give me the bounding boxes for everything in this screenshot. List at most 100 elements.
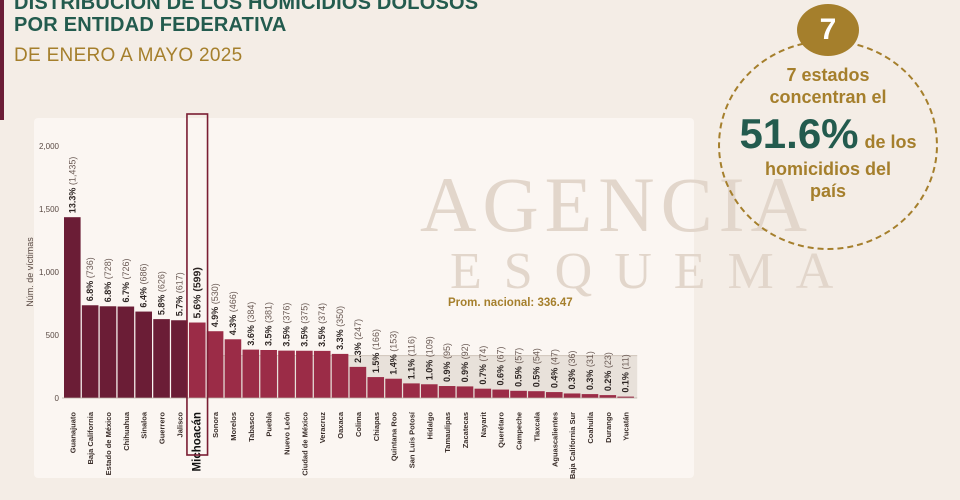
bar [153,319,170,398]
bar [331,353,349,398]
category-label: Querétaro [497,412,506,448]
bar [64,217,81,398]
bar [510,390,527,398]
bar-value-label: 5.7% (617) [174,272,184,316]
bar [99,306,117,398]
bar [313,350,331,398]
chart-panel [34,118,694,478]
category-label: Sinaloa [140,411,149,439]
bar-value-label: 13.3% (1,435) [67,157,77,214]
bar-value-label: 4.9% (530) [210,283,220,327]
bar-value-label: 0.9% (95) [442,343,452,382]
bar-value-label: 2.3% (247) [353,319,363,363]
bar-value-label: 1.4% (153) [389,331,399,375]
callout-text: 7 estados concentran el 51.6% de los hom… [718,64,938,202]
bar-value-label: 0.3% (36) [567,350,577,389]
category-label: Durango [604,412,613,443]
category-label: Tamaulipas [443,412,452,453]
bar-value-label: 3.5% (375) [299,303,309,347]
callout-big-percent: 51.6% [739,110,859,157]
bar [456,386,474,398]
bar-value-label: 0.5% (54) [531,348,541,387]
bar-value-label: 3.3% (350) [335,306,345,350]
bar-value-label: 0.6% (67) [496,347,506,386]
bar-value-label: 5.6% (599) [191,267,203,318]
bar [135,311,152,398]
bar [599,395,617,398]
number-badge: 7 [797,4,859,56]
bar-value-label: 1.0% (109) [424,336,434,380]
highlight-frame [186,113,209,456]
category-label: Guanajuato [68,412,77,454]
category-label: Aguascalientes [550,412,559,467]
left-accent-bar [0,0,4,120]
bar-value-label: 0.7% (74) [478,346,488,385]
page-subtitle: DE ENERO A MAYO 2025 [14,45,243,66]
bar [385,378,402,398]
page-title: DISTRIBUCIÓN DE LOS HOMICIDIOS DOLOSOS P… [14,0,478,36]
bar-value-label: 3.5% (374) [317,303,327,347]
category-label: Hidalgo [425,412,434,440]
bar-value-label: 0.2% (23) [603,352,613,391]
category-label: Tabasco [247,412,256,442]
category-label: Veracruz [318,412,327,444]
callout-after-big: de los [864,132,917,152]
category-label: Estado de México [104,412,113,476]
category-label: Oaxaca [336,411,345,439]
bar [171,320,188,398]
y-tick-label: 2,000 [39,142,60,151]
bar [528,391,545,398]
bar-value-label: 6.7% (726) [121,258,131,302]
bar-value-label: 0.3% (31) [585,351,595,390]
bar [224,339,242,398]
category-label: Chiapas [372,412,381,441]
bar-value-label: 1.5% (166) [371,329,381,373]
callout-line-4: homicidios del [764,159,892,179]
bar [421,384,438,398]
callout-line-2: concentran el [769,87,887,107]
bar [492,389,509,398]
callout-line-5: país [809,181,847,201]
bar-value-label: 0.5% (57) [514,348,524,387]
bar [296,350,313,398]
y-tick-label: 500 [46,331,60,340]
category-label: San Luis Potosí [407,411,416,468]
bar [617,396,634,398]
callout-big-row: 51.6% de los [718,112,938,156]
bar [278,350,295,398]
bar-chart: 0 500 1,000 1,500 2,000 Núm. de víctimas Prom.… [25,113,638,479]
callout-line-1: 7 estados [786,65,870,85]
category-label: Puebla [265,411,274,436]
category-label: Nayarit [479,412,488,438]
category-label: Nuevo León [283,412,292,455]
bar-value-label: 4.3% (466) [228,291,238,335]
bar [367,377,385,398]
bar-value-label: 6.8% (736) [85,257,95,301]
bar [81,305,99,398]
bar [474,388,492,398]
bar [242,349,260,398]
bar [403,383,420,398]
bar-value-label: 6.8% (728) [103,258,113,302]
bar [349,366,367,398]
title-line-1: DISTRIBUCIÓN DE LOS HOMICIDIOS DOLOSOS [14,0,479,14]
category-label: Jalisco [175,412,184,438]
bar-value-label: 3.5% (376) [282,303,292,347]
average-label: Prom. nacional: 336.47 [448,297,573,309]
title-line-2: POR ENTIDAD FEDERATIVA [14,14,287,36]
bar-value-label: 0.1% (11) [621,354,631,392]
y-tick-label: 1,000 [39,268,60,277]
y-tick-label: 0 [55,394,60,403]
bar [188,322,206,398]
category-label: Colima [354,411,363,437]
category-label: Quintana Roo [390,412,399,462]
bar [438,386,456,398]
bar [545,392,563,398]
category-label: Guerrero [158,412,167,445]
y-tick-label: 1,500 [39,205,60,214]
category-label: Yucatán [622,412,631,441]
category-label: Campeche [515,412,524,450]
category-label: Michoacán [191,412,203,471]
category-label: Zacatecas [461,412,470,448]
category-label: Tlaxcala [532,411,541,441]
